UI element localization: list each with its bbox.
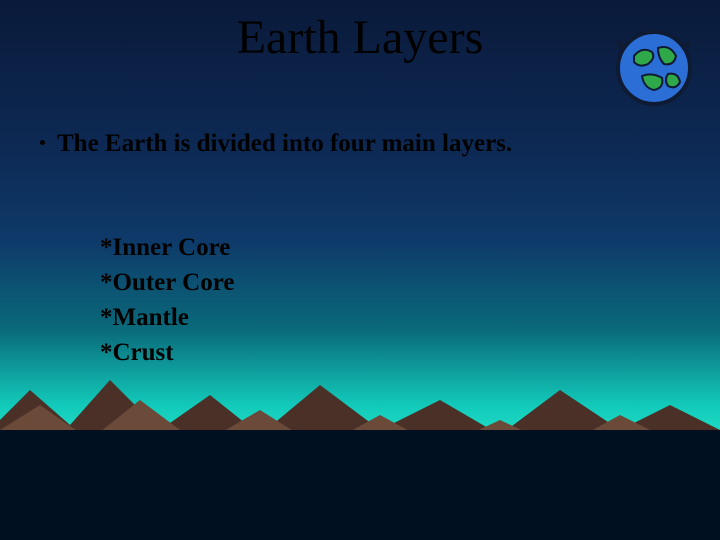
slide: Earth Layers The Earth is divided into f… — [0, 0, 720, 540]
list-item: *Mantle — [100, 300, 234, 335]
layer-list: *Inner Core *Outer Core *Mantle *Crust — [100, 230, 234, 370]
list-item: *Inner Core — [100, 230, 234, 265]
bullet-dot-icon — [40, 140, 45, 145]
intro-bullet: The Earth is divided into four main laye… — [40, 128, 660, 159]
ground — [0, 430, 720, 540]
list-item: *Outer Core — [100, 265, 234, 300]
slide-title: Earth Layers — [0, 10, 720, 65]
list-item: *Crust — [100, 335, 234, 370]
intro-text: The Earth is divided into four main laye… — [57, 128, 512, 159]
earth-icon — [614, 28, 694, 108]
